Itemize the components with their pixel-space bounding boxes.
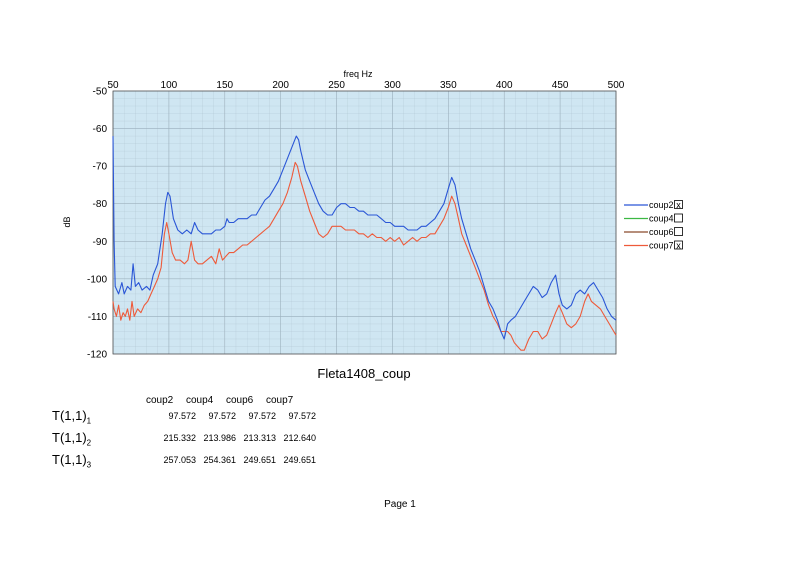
table-cell: 249.651 (283, 455, 316, 465)
y-tick-label: -70 (93, 162, 108, 173)
y-tick-label: -90 (93, 237, 108, 248)
x-tick-label: 300 (384, 80, 401, 91)
table-cell: 97.572 (168, 411, 196, 421)
series-line-coup7 (112, 161, 617, 351)
legend-label-coup7: coup7 (649, 241, 674, 251)
x-tick-label: 100 (161, 80, 178, 91)
column-header-coup2: coup2 (146, 395, 174, 406)
row-label: T(1,1)2 (52, 430, 92, 448)
column-header-coup6: coup6 (226, 395, 254, 406)
x-tick-label: 450 (552, 80, 569, 91)
plot-border (112, 90, 617, 355)
y-tick-label: -110 (88, 312, 108, 323)
row-label: T(1,1)3 (52, 452, 92, 470)
legend-label-coup4: coup4 (649, 214, 674, 224)
x-tick-label: 250 (328, 80, 345, 91)
page-footer: Page 1 (384, 499, 416, 510)
legend-checkbox-coup7[interactable] (674, 240, 683, 250)
y-axis-title: dB (62, 216, 72, 227)
table-cell: 212.640 (283, 433, 316, 443)
table-cell: 215.332 (163, 433, 196, 443)
legend-label-coup6: coup6 (649, 227, 674, 237)
x-tick-label: 50 (107, 80, 119, 91)
y-tick-label: -100 (87, 274, 107, 285)
legend-check-mark-coup2: x (676, 200, 681, 210)
series-lines (112, 135, 617, 351)
table-cell: 257.053 (163, 455, 196, 465)
legend-checkbox-coup6[interactable] (674, 227, 683, 236)
column-header-coup4: coup4 (186, 395, 214, 406)
y-tick-label: -120 (87, 350, 107, 361)
row-label: T(1,1)1 (52, 408, 92, 426)
x-tick-label: 200 (272, 80, 289, 91)
column-header-coup7: coup7 (266, 395, 294, 406)
table-cell: 254.361 (203, 455, 236, 465)
x-tick-label: 350 (440, 80, 457, 91)
x-tick-label: 400 (496, 80, 513, 91)
chart-title: Fleta1408_coup (317, 366, 410, 381)
table-cell: 97.572 (288, 411, 316, 421)
y-tick-label: -50 (93, 87, 108, 98)
table-cell: 213.986 (203, 433, 236, 443)
legend-check-mark-coup7: x (676, 240, 681, 250)
legend-checkbox-coup2[interactable] (674, 200, 683, 209)
table-cell: 213.313 (243, 433, 276, 443)
table-cell: 97.572 (208, 411, 236, 421)
tick-labels: 50 100 150 200 250 300 350 400 450 500 -50 -60 -70 -8… (87, 80, 625, 361)
x-axis-title: freq Hz (343, 69, 373, 79)
legend-checkbox-coup4[interactable] (674, 213, 683, 223)
y-tick-label: -60 (93, 124, 108, 135)
x-tick-label: 150 (216, 80, 233, 91)
legend-label-coup2: coup2 (649, 200, 674, 210)
x-tick-label: 500 (608, 80, 625, 91)
series-line-coup2 (112, 135, 617, 340)
y-tick-label: -80 (93, 199, 108, 210)
plot-area (113, 91, 616, 354)
table-cell: 249.651 (243, 455, 276, 465)
table-cell: 97.572 (248, 411, 276, 421)
gridlines (112, 90, 617, 355)
